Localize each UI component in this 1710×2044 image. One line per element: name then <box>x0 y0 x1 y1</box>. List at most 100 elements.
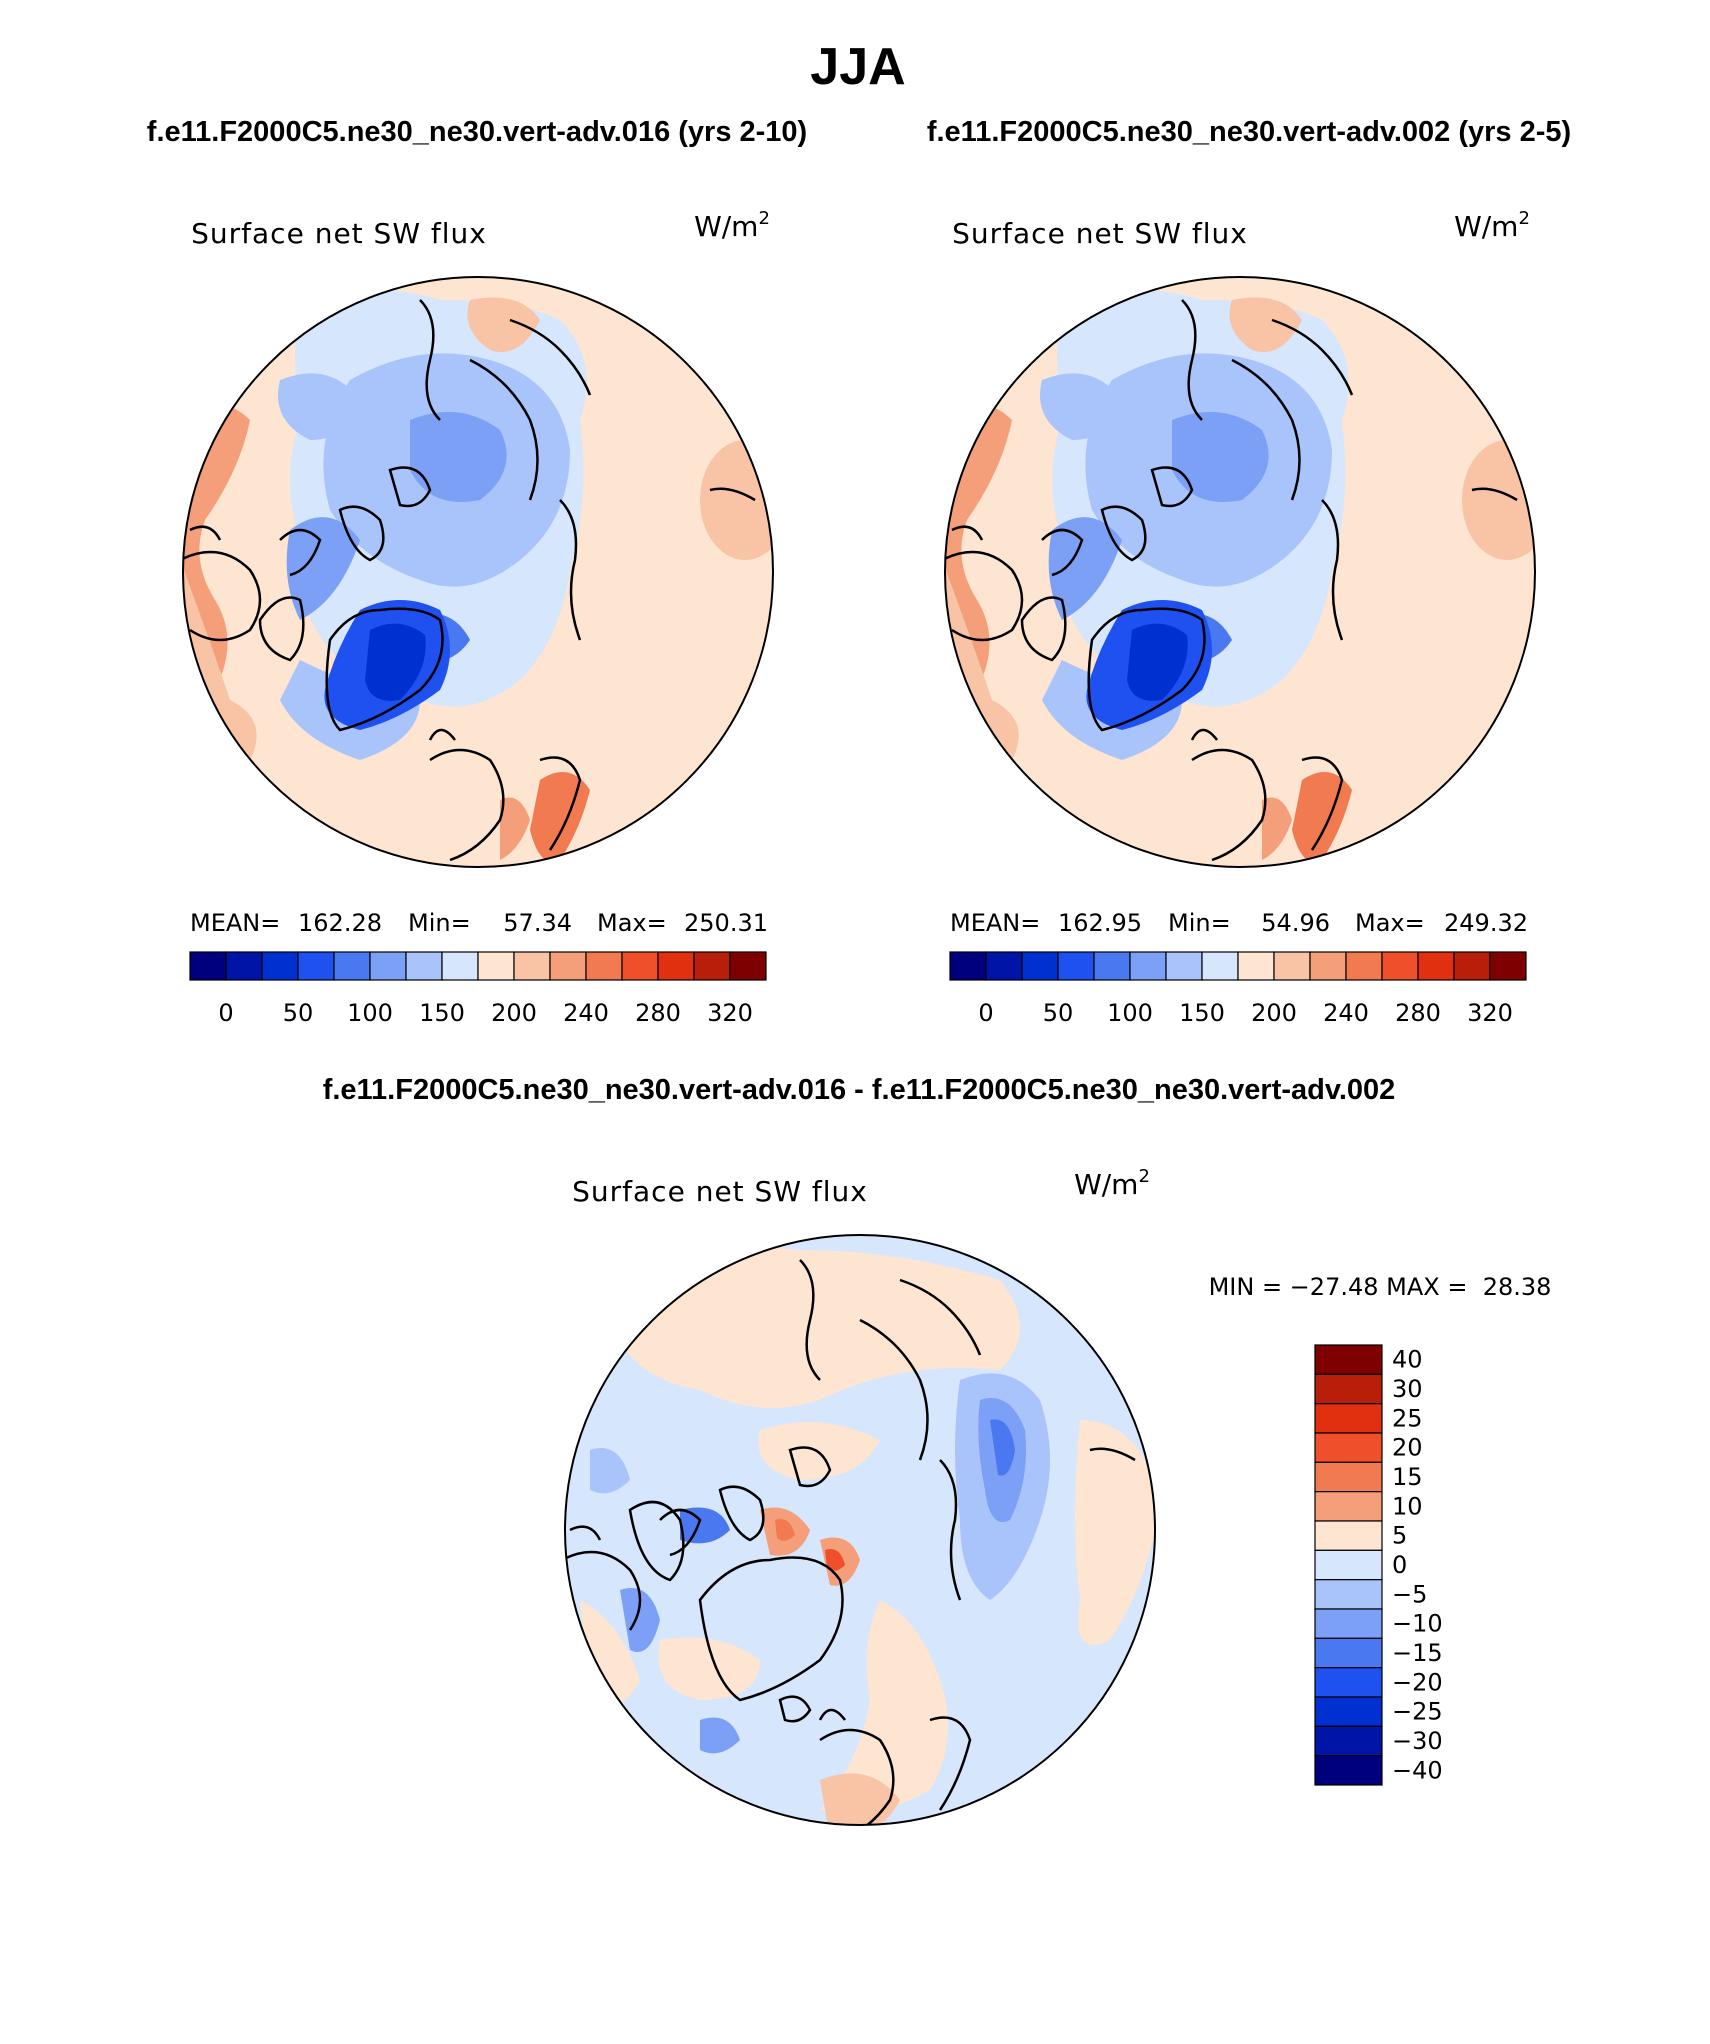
panel1-colorbar-tick-label: 0 <box>218 999 233 1027</box>
diff-colorbar-swatch <box>1314 1491 1383 1522</box>
panel1-colorbar-swatch <box>621 951 659 981</box>
diff-colorbar-swatch <box>1314 1696 1383 1727</box>
panel1-colorbar-swatch <box>297 951 335 981</box>
diff-colorbar-tick-label: −10 <box>1392 1610 1443 1638</box>
panel2-units: W/m2 <box>1454 208 1530 243</box>
panel1-colorbar-swatch <box>477 951 515 981</box>
diff-units-sup: 2 <box>1138 1166 1149 1187</box>
diff-colorbar-tick-label: 20 <box>1392 1434 1423 1462</box>
panel2-colorbar-swatch <box>949 951 987 981</box>
panel2-colorbar-swatch <box>985 951 1023 981</box>
panel1-colorbar-swatch <box>657 951 695 981</box>
diff-heading: f.e11.F2000C5.ne30_ne30.vert-adv.016 - f… <box>323 1074 1396 1106</box>
diff-colorbar-tick-label: 15 <box>1392 1463 1423 1491</box>
panel1-colorbar-tick-label: 100 <box>347 999 393 1027</box>
diff-colorbar-tick-label: −25 <box>1392 1698 1443 1726</box>
panel2-heading: f.e11.F2000C5.ne30_ne30.vert-adv.002 (yr… <box>927 116 1571 148</box>
panel1-heading: f.e11.F2000C5.ne30_ne30.vert-adv.016 (yr… <box>147 116 807 148</box>
panel1-colorbar-tick-label: 240 <box>563 999 609 1027</box>
diff-colorbar-tick-label: −5 <box>1392 1580 1427 1608</box>
panel1-min-value: 57.34 <box>503 909 572 937</box>
diff-units-base: W/m <box>1074 1168 1138 1201</box>
panel1-colorbar-tick-label: 280 <box>635 999 681 1027</box>
panel2-colorbar-swatch <box>1489 951 1527 981</box>
panel1-colorbar-tick-label: 200 <box>491 999 537 1027</box>
panel2-colorbar: 0 50 100 150 200 240 280 320 <box>949 951 1527 1027</box>
figure-title: JJA <box>810 38 905 96</box>
panel1-colorbar-tick-label: 320 <box>707 999 753 1027</box>
panel2-colorbar-tick-label: 240 <box>1323 999 1369 1027</box>
panel2-mean-label: MEAN= <box>950 909 1040 937</box>
panel2-colorbar-tick-label: 0 <box>978 999 993 1027</box>
panel2-mean-value: 162.95 <box>1058 909 1142 937</box>
map-panel2 <box>945 277 1535 867</box>
panel1-colorbar-swatch <box>333 951 371 981</box>
diff-colorbar-swatch <box>1314 1579 1383 1610</box>
map-diff-outline <box>564 1234 1156 1826</box>
diff-colorbar-swatch <box>1314 1373 1383 1405</box>
panel2-max-label: Max= <box>1355 909 1425 937</box>
panel1-stats: MEAN= 162.28 Min= 57.34 Max= 250.31 <box>190 909 768 937</box>
panel2-colorbar-swatch <box>1057 951 1095 981</box>
panel2-colorbar-swatch <box>1345 951 1383 981</box>
panel2-units-sup: 2 <box>1518 208 1529 229</box>
panel1-max-label: Max= <box>597 909 667 937</box>
panel2-max-value: 249.32 <box>1444 909 1528 937</box>
diff-minmax: MIN = −27.48 MAX = 28.38 <box>1209 1273 1552 1301</box>
panel2-stats: MEAN= 162.95 Min= 54.96 Max= 249.32 <box>950 909 1528 937</box>
panel1-colorbar-swatch <box>225 951 263 981</box>
diff-colorbar-tick-label: −20 <box>1392 1668 1443 1696</box>
panel2-colorbar-swatch <box>1093 951 1131 981</box>
panel2-colorbar-tick-label: 50 <box>1043 999 1074 1027</box>
diff-colorbar-swatch <box>1314 1461 1383 1493</box>
panel1-colorbar-swatch <box>441 951 479 981</box>
panel1-colorbar-swatch <box>693 951 731 981</box>
panel1-max-value: 250.31 <box>684 909 768 937</box>
panel1-colorbar-swatch <box>369 951 407 981</box>
map-panel1 <box>183 277 773 867</box>
panel2-units-base: W/m <box>1454 210 1518 243</box>
panel2-colorbar-swatch <box>1165 951 1203 981</box>
panel1-units-base: W/m <box>694 210 758 243</box>
panel1-mean-value: 162.28 <box>298 909 382 937</box>
panel2-colorbar-tick-label: 280 <box>1395 999 1441 1027</box>
diff-colorbar-tick-label: 0 <box>1392 1551 1407 1579</box>
diff-colorbar-tick-label: −15 <box>1392 1639 1443 1667</box>
diff-colorbar-tick-label: −30 <box>1392 1727 1443 1755</box>
panel2-colorbar-swatch <box>1381 951 1419 981</box>
diff-colorbar-swatch <box>1314 1667 1383 1698</box>
diff-field-label: Surface net SW flux <box>572 1175 868 1208</box>
panel2-colorbar-swatch <box>1417 951 1455 981</box>
panel2-colorbar-swatch <box>1237 951 1275 981</box>
panel2-colorbar-tick-label: 200 <box>1251 999 1297 1027</box>
panel1-colorbar: 0 50 100 150 200 240 280 320 <box>189 951 767 1027</box>
diff-colorbar-tick-label: 30 <box>1392 1375 1423 1403</box>
panel2-colorbar-swatch <box>1309 951 1347 981</box>
diff-colorbar-swatch <box>1314 1344 1383 1375</box>
panel2-colorbar-swatch <box>1273 951 1311 981</box>
panel1-colorbar-swatch <box>729 951 767 981</box>
diff-colorbar-swatch <box>1314 1725 1383 1757</box>
panel1-min-label: Min= <box>408 909 471 937</box>
diff-colorbar-swatch <box>1314 1520 1383 1551</box>
panel1-colorbar-swatch <box>405 951 443 981</box>
panel2-colorbar-swatch <box>1453 951 1491 981</box>
diff-colorbar-tick-label: 5 <box>1392 1522 1407 1550</box>
panel1-units-sup: 2 <box>758 208 769 229</box>
panel1-colorbar-swatch <box>513 951 551 981</box>
panel2-min-label: Min= <box>1168 909 1231 937</box>
panel1-colorbar-swatch <box>261 951 299 981</box>
diff-colorbar-tick-label: 40 <box>1392 1346 1423 1374</box>
diff-colorbar-swatch <box>1314 1755 1383 1786</box>
diff-colorbar-tick-label: 10 <box>1392 1492 1423 1520</box>
diff-colorbar-tick-label: −40 <box>1392 1756 1443 1784</box>
panel2-colorbar-swatch <box>1201 951 1239 981</box>
map-diff <box>565 1235 1155 1825</box>
panel2-colorbar-swatch <box>1021 951 1059 981</box>
diff-colorbar-tick-label: 25 <box>1392 1404 1423 1432</box>
panel1-mean-label: MEAN= <box>190 909 280 937</box>
map-panel1-outline <box>182 276 774 868</box>
diff-colorbar-swatch <box>1314 1608 1383 1639</box>
